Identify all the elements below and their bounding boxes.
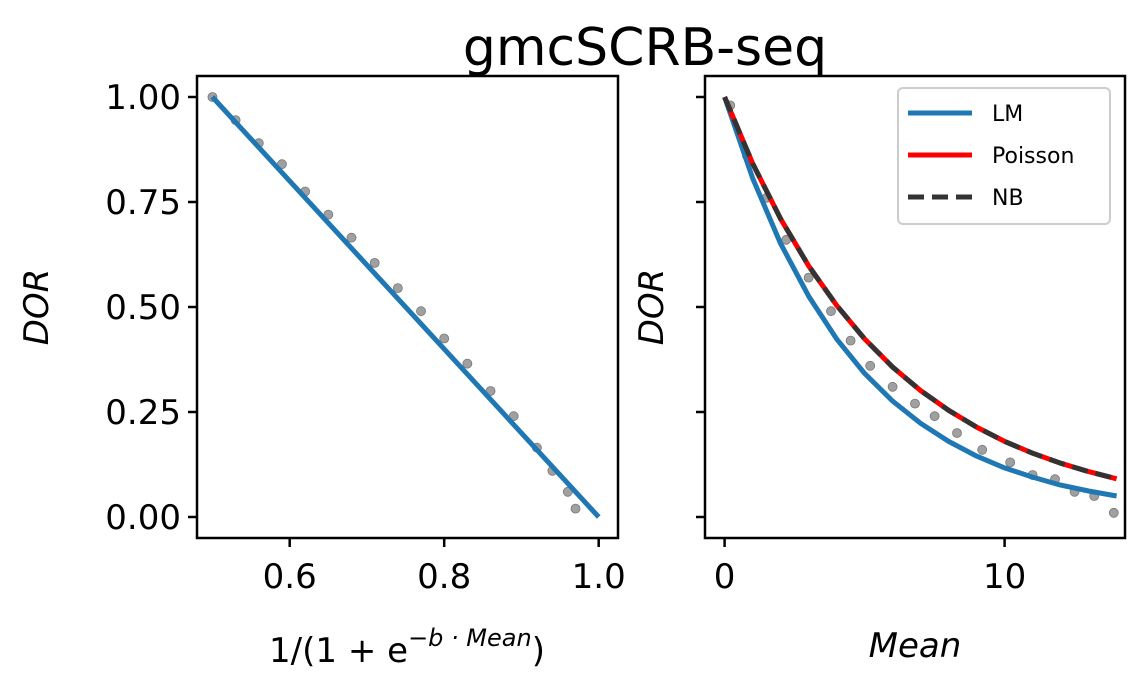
left-data-point	[346, 232, 357, 243]
left-y-tick-label: 0.25	[105, 393, 181, 433]
right-series-line-nb	[722, 96, 1118, 482]
figure-title: gmcSCRB-seq	[463, 18, 827, 78]
left-y-tick-label: 0.00	[105, 498, 181, 538]
left-x-axis-label: 1/(1 + e−b · Mean)	[269, 624, 545, 671]
left-fit-lines	[210, 95, 601, 519]
right-data-point	[845, 335, 856, 346]
legend-label-nb: NB	[992, 186, 1024, 211]
left-y-tick-label: 0.50	[105, 288, 181, 328]
left-y-tick-label: 0.75	[105, 183, 181, 223]
right-data-point	[977, 444, 988, 455]
legend: LM Poisson NB	[897, 87, 1111, 225]
legend-label-poisson: Poisson	[992, 144, 1074, 169]
right-data-point	[865, 360, 876, 371]
left-y-ticks: 0.00 0.25 0.50 0.75 1.00	[105, 78, 197, 538]
right-data-point	[1005, 457, 1016, 468]
left-data-point	[570, 503, 581, 514]
right-series-line-lm	[722, 96, 1118, 499]
right-data-point	[887, 381, 898, 392]
left-x-ticks: 0.6 0.8 1.0	[263, 538, 626, 597]
right-data-point	[910, 398, 920, 409]
right-data-point	[1108, 507, 1119, 518]
left-x-tick-label: 1.0	[572, 557, 626, 597]
left-y-tick-label: 1.00	[105, 78, 181, 118]
left-x-tick-label: 0.6	[263, 557, 317, 597]
right-data-point	[826, 306, 836, 317]
legend-entries: LM Poisson NB	[908, 102, 1074, 211]
left-data-point	[369, 257, 380, 268]
left-data-point	[416, 306, 426, 317]
right-data-point	[803, 272, 814, 283]
left-x-tick-label: 0.8	[417, 557, 471, 597]
left-panel: 0.6 0.8 1.0 0.00 0.25 0.50 0.75 1.00 1/(1 + e−…	[17, 74, 626, 671]
right-x-tick-label: 0	[714, 557, 736, 597]
left-y-axis-label: DOR	[17, 269, 57, 346]
right-fit-lines	[722, 96, 1118, 499]
left-data-point	[392, 283, 403, 294]
right-panel: 0 10 Mean DOR LM Poisson NB	[632, 74, 1127, 666]
left-data-point	[439, 333, 450, 344]
right-x-tick-label: 10	[983, 557, 1026, 597]
left-series-line-fit	[210, 95, 601, 519]
legend-box	[897, 87, 1111, 225]
legend-label-lm: LM	[992, 102, 1023, 127]
left-x-axis-label-tail: )	[532, 631, 545, 671]
right-y-axis-label: DOR	[632, 269, 672, 346]
right-y-ticks	[696, 95, 705, 519]
right-data-point	[929, 411, 940, 422]
right-data-point	[952, 428, 962, 438]
right-x-ticks: 0 10	[714, 538, 1026, 597]
left-x-axis-label-exponent: −b · Mean	[408, 624, 532, 652]
right-x-axis-label: Mean	[869, 626, 962, 666]
left-data-point	[462, 358, 473, 369]
left-x-axis-label-main: 1/(1 + e	[269, 631, 408, 671]
